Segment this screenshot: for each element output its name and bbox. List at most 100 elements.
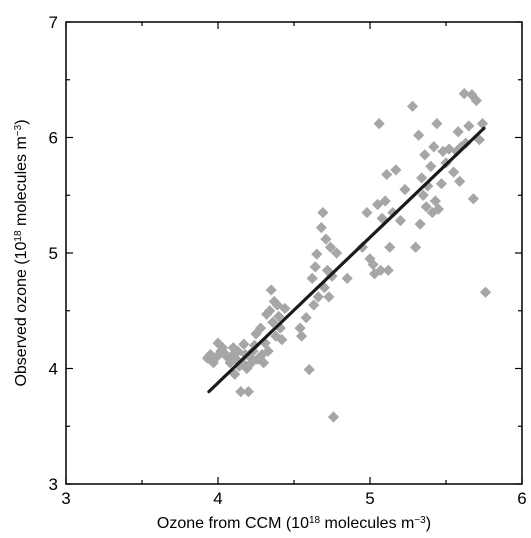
data-point — [452, 126, 464, 138]
data-point — [420, 201, 432, 213]
data-point — [382, 264, 394, 276]
data-point — [264, 305, 276, 317]
data-point — [323, 291, 335, 303]
data-point — [265, 284, 277, 296]
data-point — [242, 386, 254, 398]
data-point — [376, 212, 388, 224]
data-point — [467, 193, 479, 205]
data-point — [254, 322, 267, 334]
data-point — [279, 302, 291, 315]
data-point — [454, 175, 466, 187]
data-point — [256, 349, 268, 361]
data-point — [207, 357, 220, 369]
data-point — [312, 291, 324, 303]
data-point — [238, 338, 250, 350]
data-point — [394, 215, 406, 227]
data-point — [306, 272, 318, 285]
x-tick-label: 6 — [517, 489, 526, 508]
data-point — [236, 357, 248, 369]
data-point — [210, 351, 223, 363]
data-point — [425, 160, 437, 172]
data-point — [327, 411, 340, 423]
data-point — [448, 166, 460, 178]
data-point — [320, 233, 332, 245]
x-axis-title: Ozone from CCM (1018 molecules m−3) — [157, 515, 431, 533]
data-point — [229, 368, 241, 380]
data-point — [296, 330, 308, 342]
data-point — [273, 310, 285, 323]
data-point — [406, 100, 419, 112]
x-tick-label: 3 — [61, 489, 70, 508]
data-point — [414, 218, 426, 230]
data-point — [311, 248, 323, 260]
data-point — [268, 295, 280, 308]
data-point — [387, 206, 399, 219]
data-point — [367, 258, 379, 271]
y-tick-label: 4 — [49, 360, 58, 379]
y-tick-label: 7 — [49, 13, 58, 32]
data-point — [341, 272, 353, 285]
data-point — [413, 129, 425, 141]
data-point — [428, 141, 440, 153]
data-point — [356, 241, 368, 253]
data-point — [271, 299, 283, 311]
data-point — [232, 345, 244, 357]
data-point — [443, 143, 455, 155]
y-tick-label: 3 — [49, 475, 58, 494]
data-point — [375, 264, 387, 276]
data-point — [318, 282, 330, 294]
data-point — [315, 221, 327, 234]
data-point — [416, 172, 428, 184]
data-point — [458, 88, 470, 100]
data-point — [463, 120, 475, 132]
data-point — [432, 203, 444, 215]
data-point — [417, 189, 429, 201]
data-point — [324, 241, 337, 253]
data-point — [235, 386, 247, 398]
data-point — [466, 89, 478, 101]
data-point — [251, 353, 264, 365]
tick-labels: 3 4 5 6 3 4 5 6 7 — [49, 13, 527, 508]
data-points — [201, 88, 492, 423]
data-point — [248, 339, 261, 351]
data-point — [435, 178, 448, 190]
data-point — [381, 168, 393, 181]
y-tick-label: 6 — [49, 129, 58, 148]
data-point — [216, 342, 229, 354]
data-point — [317, 206, 329, 219]
data-point — [372, 198, 384, 211]
data-point — [276, 334, 288, 346]
data-point — [479, 286, 492, 298]
data-point — [262, 345, 274, 357]
data-point — [294, 322, 306, 334]
data-point — [399, 183, 411, 196]
x-tick-label: 4 — [213, 489, 222, 508]
y-tick-label: 5 — [49, 244, 58, 263]
data-point — [227, 342, 239, 354]
data-point — [270, 330, 282, 342]
data-point — [309, 261, 321, 273]
data-point — [419, 149, 431, 161]
data-point — [390, 164, 402, 176]
data-point — [267, 316, 279, 328]
data-point — [303, 364, 315, 376]
data-point — [379, 195, 391, 207]
data-point — [410, 241, 422, 253]
axis-ticks — [65, 21, 523, 485]
data-point — [422, 180, 434, 192]
data-point — [308, 299, 320, 311]
data-point — [460, 137, 472, 149]
data-point — [224, 357, 236, 369]
data-point — [476, 118, 489, 130]
data-point — [258, 357, 270, 369]
data-point — [384, 241, 396, 253]
data-point — [373, 118, 385, 130]
y-axis-title: Observed ozone (1018 molecules m−3) — [13, 119, 31, 386]
data-point — [245, 357, 258, 369]
data-point — [470, 94, 482, 107]
data-point — [431, 118, 443, 130]
plot-frame — [65, 21, 523, 485]
data-point — [330, 247, 343, 259]
data-point — [361, 206, 373, 219]
